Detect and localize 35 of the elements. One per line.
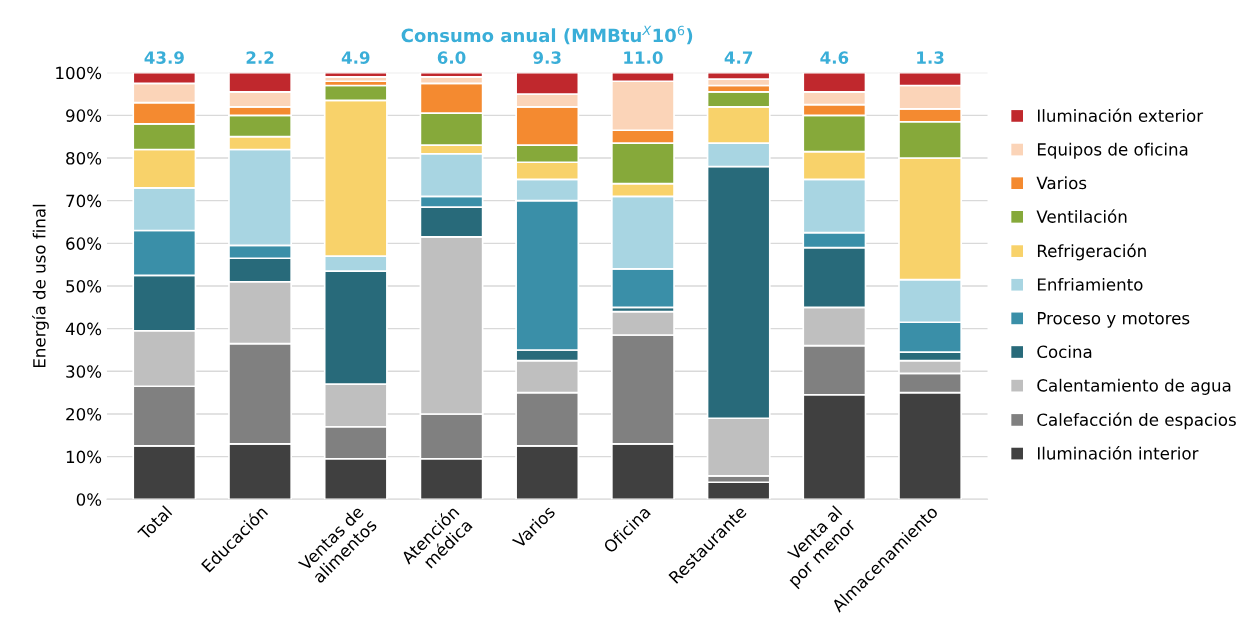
legend-label: Refrigeración [1037,243,1146,261]
legend-label: Calentamiento de agua [1037,378,1231,395]
y-tick-label: 0% [76,493,102,506]
y-tick-label: 80% [66,151,102,165]
annotation: 11.0 [624,51,663,64]
y-tick-label: 60% [66,237,102,250]
y-tick-label: 40% [65,322,102,336]
annotation: 9.3 [533,51,561,64]
legend-label: Varios [1036,176,1087,190]
annotation: 4.7 [724,51,753,64]
y-tick-label: 90% [66,109,102,122]
bar [323,72,388,78]
bar [706,481,771,500]
annotation: 6.0 [437,51,466,64]
legend-label: Calefacción de espacios [1037,412,1236,430]
legend-label: Equipos de oficina [1037,142,1188,159]
y-tick-label: 70% [66,194,102,208]
annotation: 2.2 [246,51,274,64]
y-tick-label: 20% [66,407,102,421]
annotation: 43.9 [144,51,184,64]
legend-label: Ventilación [1036,209,1127,223]
annotation: 1.3 [917,51,944,64]
chart-title: Consumo anual (MMBtu$^{X}$10$^{6}$) [401,25,693,45]
y-tick-label: 10% [66,450,102,464]
y-axis-title: Energía de uso final [32,204,49,368]
annotation: 4.6 [820,51,849,64]
y-tick-label: 50% [66,279,102,293]
annotation: 4.9 [341,51,370,64]
y-tick-label: 30% [66,365,102,378]
y-tick-label: 100% [56,66,102,80]
legend-label: Proceso y motores [1037,312,1190,328]
legend-label: Iluminación interior [1037,446,1199,460]
legend-label: Iluminación exterior [1037,108,1204,122]
legend-label: Enfriamiento [1037,277,1143,291]
legend-label: Cocina [1037,345,1092,359]
